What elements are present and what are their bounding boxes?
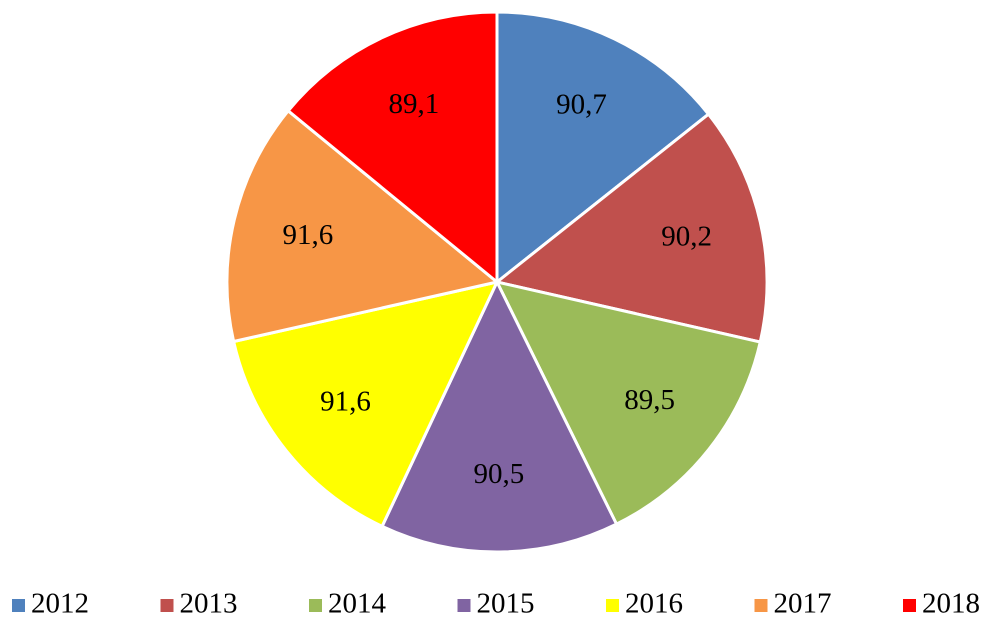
pie-slice	[494, 279, 763, 527]
data-label: 91,6	[320, 385, 371, 417]
data-label: 89,1	[388, 88, 439, 120]
pie-slice	[286, 10, 499, 286]
data-label: 90,5	[473, 458, 524, 490]
pie-slice	[225, 108, 501, 344]
legend-swatch	[12, 599, 25, 612]
legend-swatch	[754, 599, 768, 612]
data-label: 90,2	[661, 221, 712, 253]
legend-label: 2017	[774, 588, 832, 619]
data-label: 89,5	[624, 384, 675, 416]
legend-swatch	[903, 599, 916, 612]
pie-slice	[495, 10, 711, 286]
pie-slice	[380, 278, 619, 554]
legend-swatch	[457, 599, 471, 612]
data-label: 90,7	[556, 89, 607, 121]
legend-label: 2016	[625, 588, 683, 619]
legend-label: 2018	[922, 588, 980, 619]
legend-swatch	[160, 599, 174, 612]
legend-label: 2015	[477, 588, 535, 619]
legend-swatch	[606, 599, 619, 612]
data-label: 91,6	[282, 219, 333, 251]
legend-label: 2012	[31, 588, 89, 619]
pie-slice	[493, 112, 769, 344]
pie-slice	[231, 279, 500, 529]
legend-label: 2013	[180, 588, 238, 619]
legend-swatch	[309, 599, 322, 612]
legend-label: 2014	[328, 588, 387, 619]
